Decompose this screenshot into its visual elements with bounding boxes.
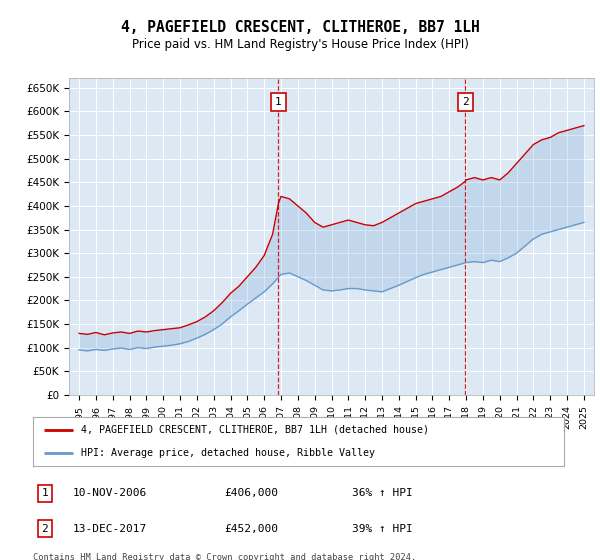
Text: £406,000: £406,000 — [224, 488, 278, 498]
Text: 1: 1 — [275, 97, 282, 107]
Text: Contains HM Land Registry data © Crown copyright and database right 2024.
This d: Contains HM Land Registry data © Crown c… — [33, 553, 416, 560]
Text: Price paid vs. HM Land Registry's House Price Index (HPI): Price paid vs. HM Land Registry's House … — [131, 38, 469, 50]
Text: 39% ↑ HPI: 39% ↑ HPI — [352, 524, 412, 534]
Text: £452,000: £452,000 — [224, 524, 278, 534]
Text: 2: 2 — [41, 524, 48, 534]
Text: 2: 2 — [462, 97, 469, 107]
Text: 36% ↑ HPI: 36% ↑ HPI — [352, 488, 412, 498]
Text: 1: 1 — [41, 488, 48, 498]
Text: 4, PAGEFIELD CRESCENT, CLITHEROE, BB7 1LH: 4, PAGEFIELD CRESCENT, CLITHEROE, BB7 1L… — [121, 20, 479, 35]
Text: 10-NOV-2006: 10-NOV-2006 — [73, 488, 147, 498]
Text: HPI: Average price, detached house, Ribble Valley: HPI: Average price, detached house, Ribb… — [81, 447, 375, 458]
Text: 4, PAGEFIELD CRESCENT, CLITHEROE, BB7 1LH (detached house): 4, PAGEFIELD CRESCENT, CLITHEROE, BB7 1L… — [81, 425, 429, 435]
Text: 13-DEC-2017: 13-DEC-2017 — [73, 524, 147, 534]
